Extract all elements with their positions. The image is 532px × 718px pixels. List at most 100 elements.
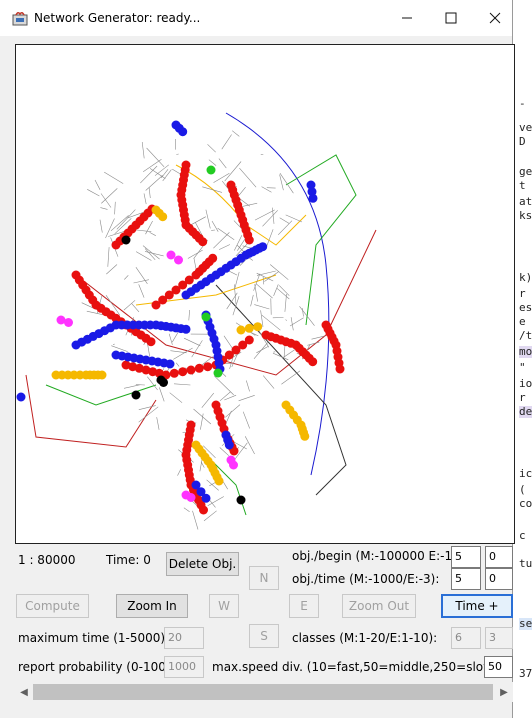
street	[142, 245, 160, 260]
obj-time-field-1[interactable]: 5	[451, 568, 481, 590]
max-time-field[interactable]: 20	[164, 627, 204, 649]
classes-field-1[interactable]: 6	[451, 627, 481, 649]
vehicle-green	[213, 368, 223, 378]
street	[156, 417, 160, 430]
bg-text: /t	[519, 329, 532, 342]
street	[193, 408, 212, 425]
street	[126, 212, 144, 219]
west-button[interactable]: W	[209, 594, 239, 618]
street	[213, 232, 230, 249]
vehicle-blue	[308, 193, 318, 203]
bg-text: ks	[519, 209, 532, 222]
street	[108, 231, 125, 237]
street	[205, 209, 211, 229]
street	[250, 294, 254, 307]
compute-button[interactable]: Compute	[16, 594, 89, 618]
classes-label: classes (M:1-20/E:1-10):	[292, 631, 438, 645]
max-speed-field[interactable]: 50	[484, 656, 513, 678]
map-canvas[interactable]	[15, 44, 515, 544]
street	[272, 352, 289, 361]
delete-objects-button[interactable]: Delete Obj.	[166, 552, 239, 576]
red-road	[25, 374, 157, 448]
north-button[interactable]: N	[249, 566, 279, 590]
street	[207, 496, 224, 507]
street	[279, 174, 284, 191]
vehicle-red	[186, 365, 196, 375]
street	[154, 164, 169, 176]
street	[284, 293, 287, 312]
bg-text: "	[519, 361, 526, 374]
street	[208, 159, 217, 166]
vehicle-blue	[307, 187, 317, 197]
minimize-button[interactable]	[384, 0, 430, 36]
obj-time-field-2[interactable]: 0	[485, 568, 513, 590]
close-button[interactable]	[472, 0, 518, 36]
vehicle-blue	[258, 242, 268, 252]
street	[138, 405, 156, 410]
vehicle-magenta	[64, 318, 73, 327]
classes-field-2[interactable]: 3	[485, 627, 513, 649]
bg-text: c	[519, 529, 526, 542]
scroll-left-icon[interactable]: ◀	[20, 686, 28, 698]
street	[254, 209, 275, 221]
street	[188, 309, 190, 321]
obj-begin-field-1[interactable]: 5	[451, 546, 481, 568]
bg-text: ve	[519, 121, 532, 134]
vehicle-magenta	[229, 460, 238, 470]
scroll-right-icon[interactable]: ▶	[500, 686, 508, 698]
time-plus-button[interactable]: Time +	[441, 594, 513, 618]
street	[264, 271, 280, 282]
bg-text: r	[519, 287, 526, 300]
obj-begin-field-2[interactable]: 0	[485, 546, 513, 568]
street	[140, 165, 158, 184]
zoom-in-button[interactable]: Zoom In	[116, 594, 188, 618]
street	[138, 284, 145, 298]
bg-text: 37	[519, 667, 532, 680]
street	[162, 169, 172, 182]
street	[272, 207, 275, 224]
vehicle-red	[151, 300, 161, 310]
vehicle-blue	[201, 493, 211, 503]
black-road	[215, 284, 347, 496]
bg-text: -	[519, 97, 526, 110]
street	[219, 447, 230, 456]
street	[278, 285, 290, 296]
street	[238, 395, 255, 402]
street	[173, 383, 191, 386]
horizontal-scrollbar[interactable]: ◀ ▶	[15, 682, 513, 702]
street	[219, 391, 231, 402]
street	[234, 284, 237, 305]
vehicle-blue	[191, 480, 201, 490]
street	[145, 220, 153, 235]
vehicle-red	[231, 345, 241, 355]
vehicle-red	[146, 337, 156, 347]
east-button[interactable]: E	[289, 594, 319, 618]
report-probability-field[interactable]: 1000	[164, 656, 204, 678]
scrollbar-thumb[interactable]	[33, 684, 493, 700]
street	[206, 479, 219, 491]
street	[143, 193, 147, 205]
street	[203, 510, 217, 522]
obj-begin-label: obj./begin (M:-100000 E:-10)	[292, 549, 465, 563]
vehicle-red	[178, 280, 188, 290]
vehicle-yellow	[158, 212, 168, 222]
vehicle-blue	[306, 180, 316, 190]
street	[270, 264, 289, 280]
java-app-icon	[12, 11, 28, 26]
vehicle-blue	[178, 127, 188, 137]
street	[234, 235, 243, 251]
street	[285, 319, 287, 321]
south-button[interactable]: S	[249, 624, 279, 648]
street	[277, 220, 293, 236]
street	[307, 341, 320, 346]
maximize-button[interactable]	[428, 0, 474, 36]
street	[114, 218, 132, 235]
street	[116, 209, 136, 230]
bg-text: io	[519, 377, 532, 390]
street	[135, 267, 148, 284]
street	[273, 351, 276, 353]
street	[221, 134, 232, 150]
street	[218, 158, 227, 169]
zoom-out-button[interactable]: Zoom Out	[342, 594, 416, 618]
vehicle-magenta	[56, 315, 66, 325]
